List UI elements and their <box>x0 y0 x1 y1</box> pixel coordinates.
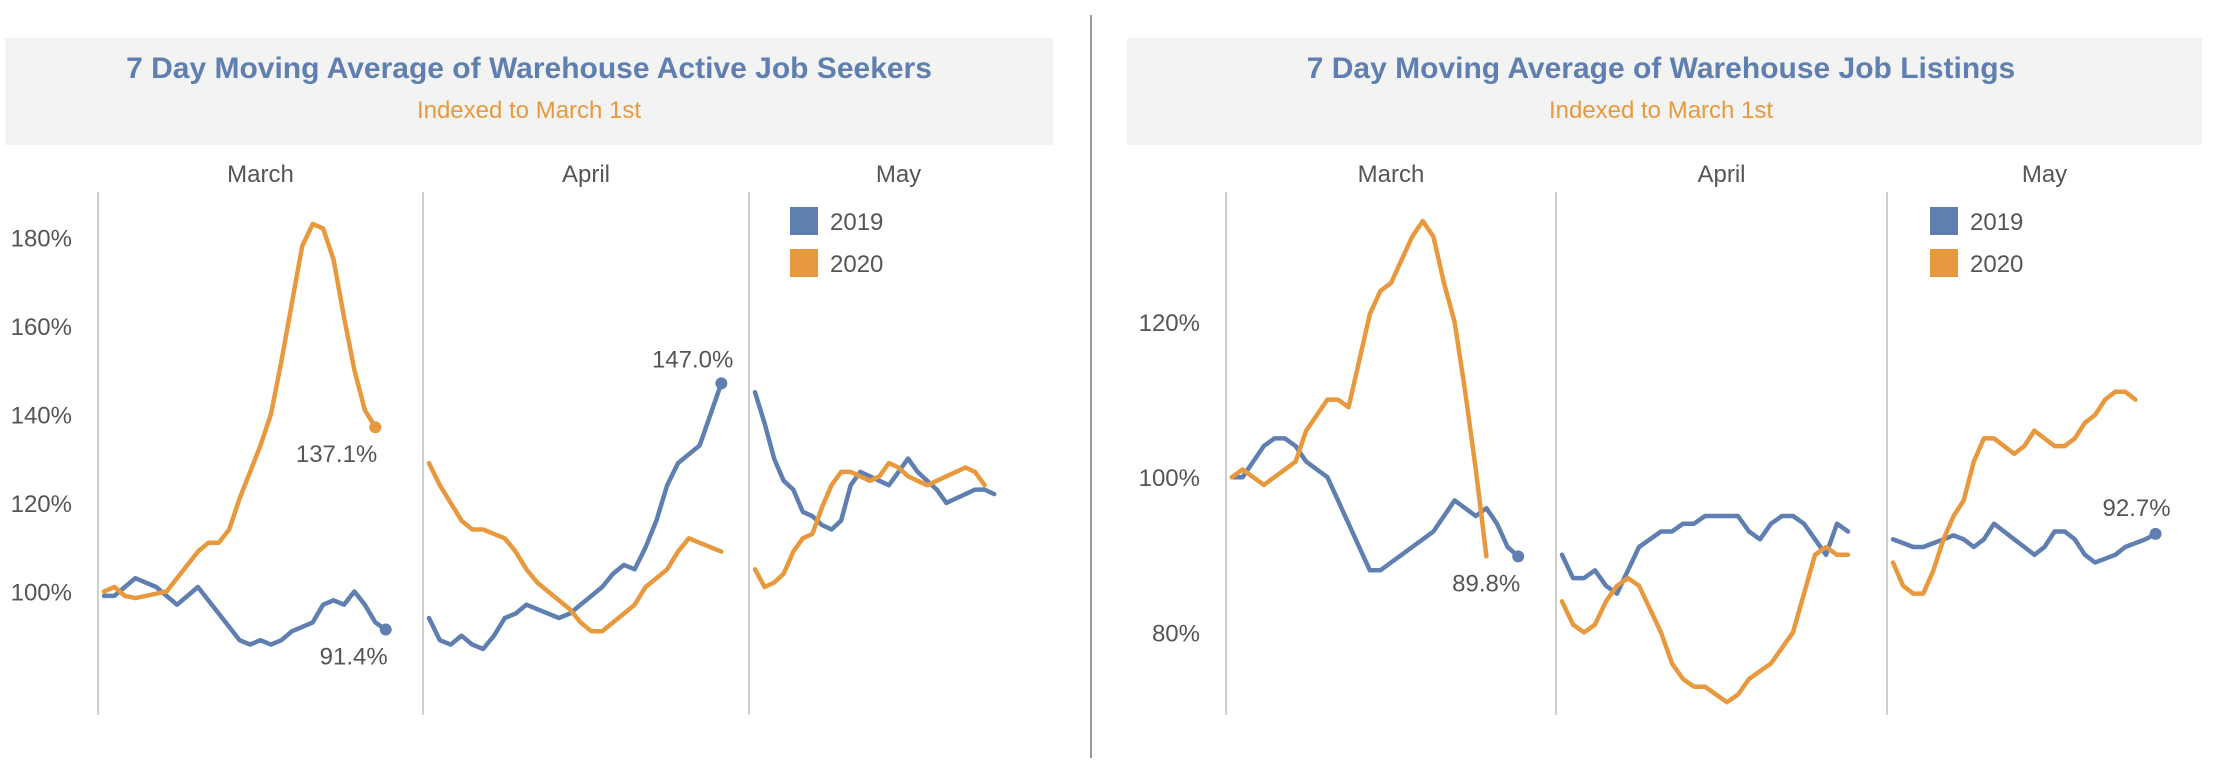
legend-swatch-2020 <box>1930 249 1958 277</box>
panel-label-may: May <box>2022 161 2067 188</box>
y-tick-label: 80% <box>1152 620 1200 647</box>
y-tick-label: 180% <box>11 225 72 252</box>
chart-title: 7 Day Moving Average of Warehouse Active… <box>126 52 932 85</box>
y-tick-label: 100% <box>11 579 72 606</box>
legend-swatch-2020 <box>790 249 818 277</box>
panel-label-april: April <box>562 161 610 188</box>
panel-label-may: May <box>876 161 921 188</box>
series-2019-line <box>1229 436 1521 573</box>
data-label: 137.1% <box>296 441 377 468</box>
y-tick-label: 160% <box>11 314 72 341</box>
chart-title: 7 Day Moving Average of Warehouse Job Li… <box>1307 52 2015 85</box>
series-2019-line <box>752 389 997 532</box>
y-tick-label: 120% <box>11 491 72 518</box>
panel-label-march: March <box>227 161 294 188</box>
series-2019-line <box>426 381 724 652</box>
chart-subtitle: Indexed to March 1st <box>1549 97 1773 124</box>
data-label: 147.0% <box>652 346 733 373</box>
legend-label-2020: 2020 <box>1970 251 2023 278</box>
series-2020-line <box>1229 218 1489 559</box>
chart-subtitle: Indexed to March 1st <box>417 97 641 124</box>
end-point-marker <box>2149 527 2162 540</box>
series-2019-line <box>1890 521 2158 565</box>
series-2020-line <box>1890 389 2138 596</box>
legend-swatch-2019 <box>790 207 818 235</box>
series-2019-line <box>1559 513 1851 596</box>
series-2020-line <box>101 221 378 601</box>
panel-label-april: April <box>1697 161 1745 188</box>
series-2020-line <box>752 460 987 590</box>
chart-header <box>5 38 1053 145</box>
chart-header <box>1127 38 2202 145</box>
legend-label-2020: 2020 <box>830 251 883 278</box>
legend-label-2019: 2019 <box>1970 209 2023 236</box>
end-point-marker <box>1512 550 1525 563</box>
legend-swatch-2019 <box>1930 207 1958 235</box>
data-label: 89.8% <box>1452 570 1520 597</box>
y-tick-label: 140% <box>11 402 72 429</box>
series-2019-line <box>101 575 388 647</box>
data-label: 91.4% <box>320 644 388 671</box>
end-point-marker <box>379 623 392 636</box>
end-point-marker <box>715 377 728 390</box>
chart-2: 7 Day Moving Average of Warehouse Job Li… <box>1127 38 2202 715</box>
end-point-marker <box>369 421 382 434</box>
y-tick-label: 120% <box>1139 310 1200 337</box>
panel-label-march: March <box>1358 161 1425 188</box>
series-2020-line <box>426 460 724 634</box>
series-2020-line <box>1559 544 1851 705</box>
chart-1: 7 Day Moving Average of Warehouse Active… <box>5 38 1053 715</box>
y-tick-label: 100% <box>1139 465 1200 492</box>
data-label: 92.7% <box>2103 495 2171 522</box>
legend-label-2019: 2019 <box>830 209 883 236</box>
